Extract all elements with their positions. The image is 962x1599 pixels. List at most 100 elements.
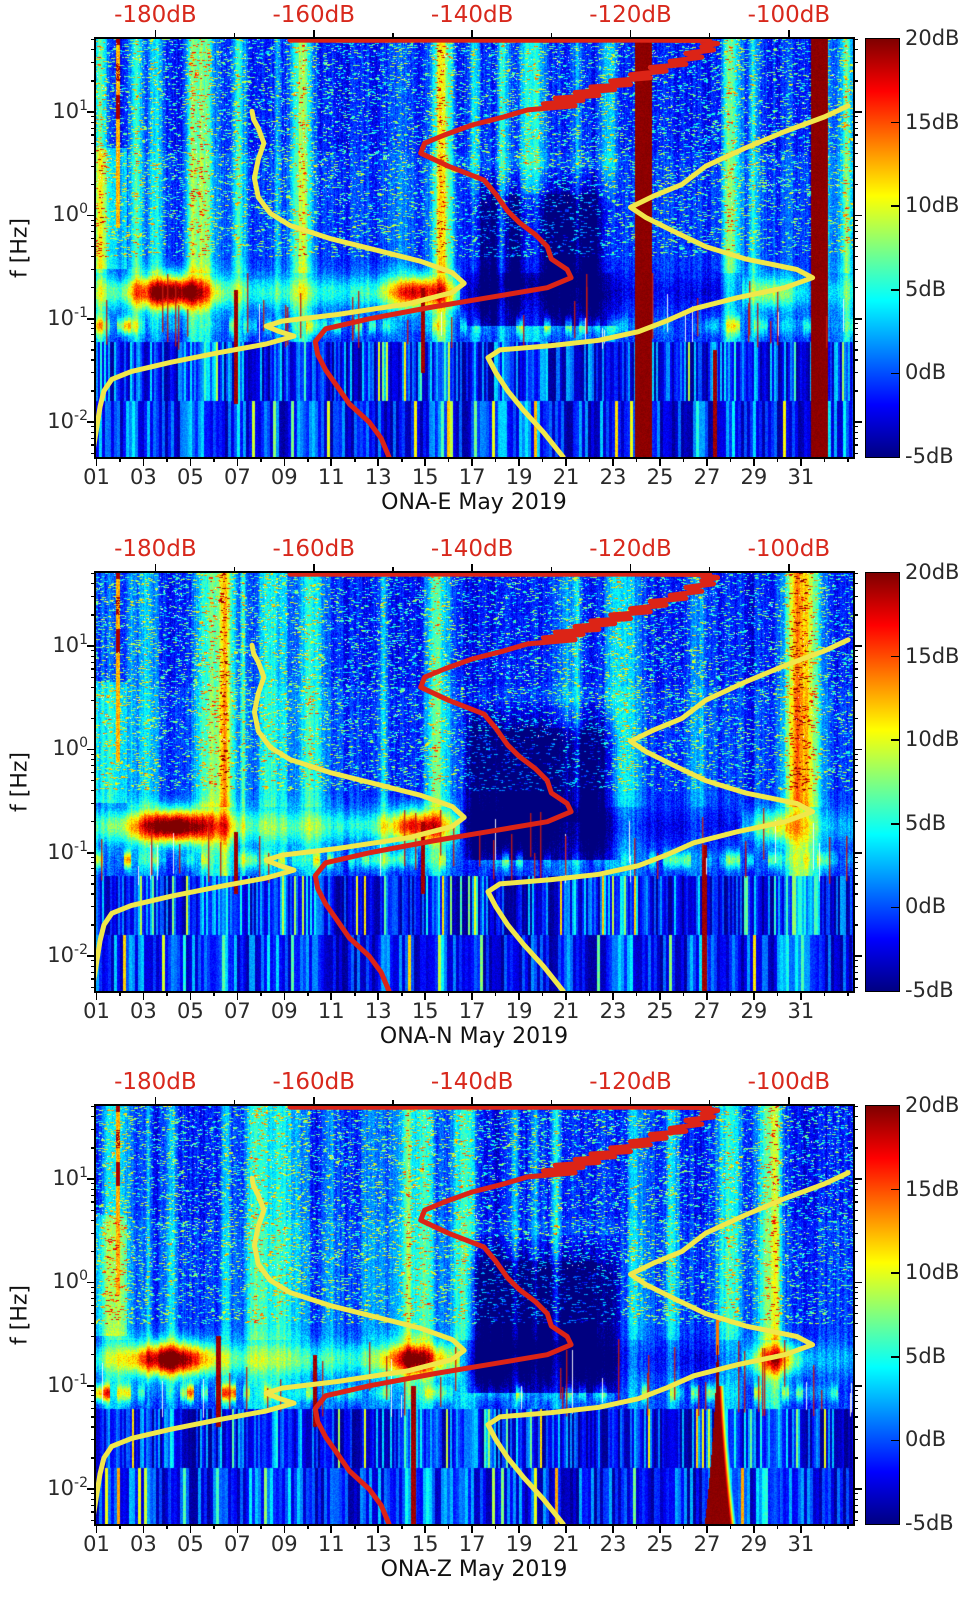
y-axis-tick (87, 1488, 96, 1490)
y-axis-tick-right (853, 852, 862, 854)
y-axis-tick-right (853, 748, 862, 751)
x-axis-tick (706, 991, 708, 1000)
x-tick-label: 31 (787, 1532, 815, 1556)
x-axis-minor-tick (682, 457, 685, 462)
colorbar-label: 10dB (905, 193, 960, 218)
x-axis-minor-tick (119, 991, 121, 996)
x-tick-label: 17 (458, 1532, 486, 1556)
x-tick-label: 07 (223, 999, 251, 1023)
y-axis-minor-tick-right (853, 965, 858, 967)
x-tick-label: 13 (364, 999, 392, 1023)
y-axis-minor-tick-right (853, 328, 858, 330)
y-axis-minor-tick (91, 1426, 96, 1428)
y-axis-minor-tick-right (853, 1401, 858, 1403)
x-axis-tick (283, 457, 286, 466)
x-axis-minor-tick (119, 1524, 121, 1529)
y-tick-label: 10-1 (47, 304, 88, 330)
x-tick-label: 27 (693, 465, 721, 489)
x-axis-minor-tick (729, 1524, 732, 1529)
x-axis-tick (612, 1524, 614, 1533)
top-axis-label: -120dB (589, 1069, 672, 1095)
x-tick-label: 01 (83, 1532, 110, 1556)
x-tick-label: 25 (646, 1532, 674, 1556)
y-axis-minor-tick (91, 1291, 96, 1294)
x-tick-label: 09 (270, 999, 298, 1023)
y-axis-minor-tick (91, 1286, 96, 1288)
x-axis-minor-tick (729, 457, 732, 462)
y-axis-minor-tick-right (853, 219, 858, 221)
y-axis-minor-tick-right (853, 127, 858, 129)
y-axis-minor-tick (91, 960, 96, 962)
x-axis-tick (424, 1524, 426, 1533)
top-axis-label: -120dB (589, 2, 672, 28)
y-axis-minor-tick-right (853, 1335, 858, 1338)
colorbar-tick (891, 1188, 899, 1191)
x-axis-minor-tick (494, 1524, 497, 1529)
y-axis-minor-tick-right (853, 341, 858, 343)
x-tick-label: 09 (270, 1532, 298, 1556)
y-axis-minor-tick (91, 650, 96, 652)
y-axis-minor-tick-right (853, 152, 858, 154)
y-axis-minor-tick-right (853, 116, 858, 118)
top-axis-label: -100dB (747, 536, 831, 562)
y-axis-minor-tick (91, 862, 96, 864)
x-axis-minor-tick (776, 457, 779, 462)
y-axis-minor-tick-right (853, 390, 858, 392)
y-axis-minor-tick (91, 322, 96, 325)
y-axis-minor-tick-right (853, 1416, 858, 1418)
panel-ona-e: f [Hz] ONA-E May 2019 -180dB -160dB -140dB… (0, 0, 962, 533)
curve-low-noise-model (96, 1175, 467, 1515)
y-axis-minor-tick-right (853, 821, 858, 823)
x-axis-minor-tick (447, 991, 450, 996)
x-axis-tick (95, 1524, 98, 1533)
top-axis-tick (788, 30, 790, 39)
y-axis-minor-tick (91, 268, 96, 271)
y-axis-minor-tick-right (853, 372, 858, 374)
x-tick-label: 29 (740, 1532, 768, 1556)
colorbar (865, 38, 900, 458)
curves-overlay (96, 573, 851, 991)
top-axis-minor-tick (708, 567, 711, 573)
y-axis-minor-tick-right (853, 1395, 858, 1397)
colorbar-label: 5dB (905, 276, 947, 301)
y-axis-minor-tick (91, 287, 96, 289)
x-axis-minor-tick (447, 457, 450, 462)
top-axis-tick (312, 1097, 315, 1106)
x-axis-tick (236, 457, 239, 466)
y-axis-minor-tick-right (853, 802, 858, 805)
y-axis-minor-tick (91, 764, 96, 767)
y-axis-minor-tick (91, 1457, 96, 1459)
x-tick-label: 29 (740, 999, 768, 1023)
colorbar-tick (891, 823, 899, 825)
y-axis-minor-tick-right (853, 268, 858, 271)
y-axis-minor-tick-right (853, 142, 858, 144)
y-tick-label: 10-2 (47, 942, 88, 968)
x-axis-minor-tick (541, 1524, 544, 1529)
y-axis-minor-tick (91, 437, 96, 439)
y-tick-label: 100 (52, 735, 88, 761)
x-axis-minor-tick (541, 991, 544, 996)
y-axis-tick-right (853, 421, 862, 423)
x-tick-label: 27 (693, 1532, 721, 1556)
x-axis-tick (471, 1524, 473, 1533)
y-axis-minor-tick-right (853, 245, 858, 248)
y-axis-minor-tick-right (853, 971, 858, 973)
y-axis-minor-tick (91, 334, 96, 336)
y-axis-minor-tick-right (853, 1286, 858, 1288)
x-axis-tick (142, 457, 145, 466)
x-axis-tick (659, 1524, 661, 1533)
colorbar (865, 572, 900, 992)
y-axis-minor-tick (91, 349, 96, 351)
y-axis-minor-tick (91, 655, 96, 657)
y-axis-minor-tick-right (853, 986, 858, 988)
y-axis-minor-tick-right (853, 960, 858, 962)
x-tick-label: 15 (411, 999, 439, 1023)
x-tick-label: 21 (552, 999, 580, 1023)
top-axis-tick (788, 1097, 790, 1106)
y-axis-minor-tick-right (853, 80, 858, 82)
x-axis-minor-tick (541, 457, 544, 462)
y-axis-minor-tick (91, 1209, 96, 1211)
y-axis-minor-tick-right (853, 1201, 858, 1203)
top-axis-minor-tick (392, 567, 394, 573)
colorbar-label: 0dB (905, 894, 947, 919)
